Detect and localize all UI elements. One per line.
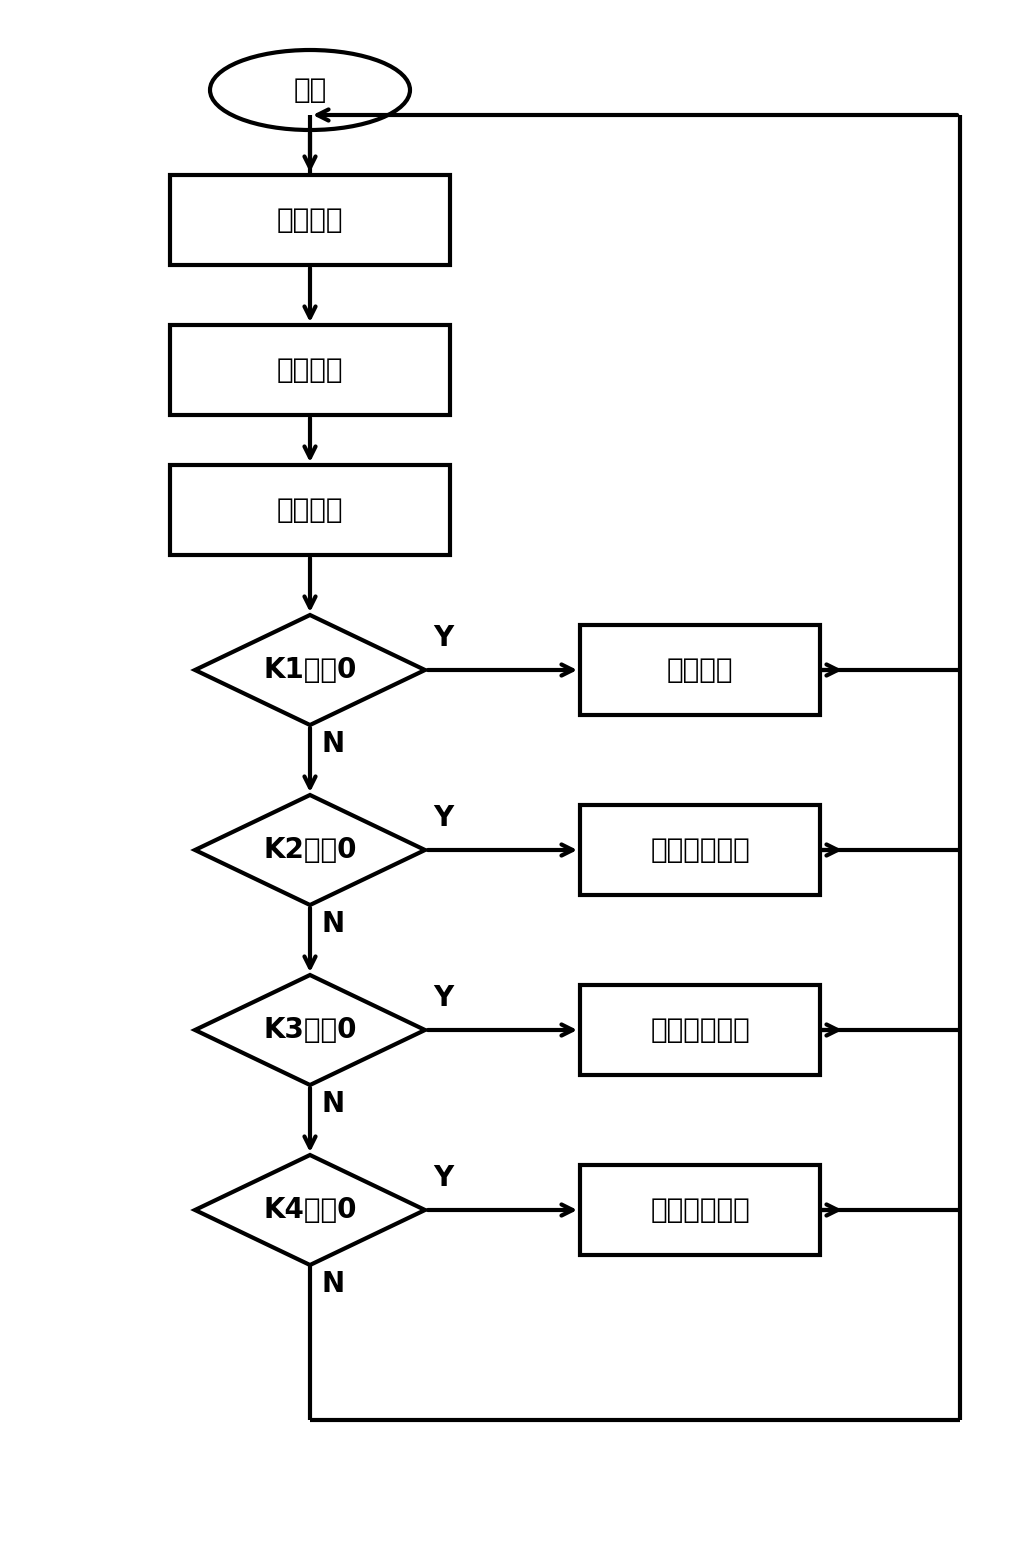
- Text: Y: Y: [433, 804, 453, 832]
- Text: Y: Y: [433, 625, 453, 653]
- Text: 开始: 开始: [293, 76, 327, 104]
- Bar: [580, 804, 820, 894]
- Text: Y: Y: [433, 1164, 453, 1192]
- Bar: [580, 625, 820, 715]
- Bar: [170, 326, 450, 415]
- Ellipse shape: [210, 50, 410, 130]
- Polygon shape: [195, 1155, 425, 1265]
- Text: 键盘扫描: 键盘扫描: [277, 206, 344, 234]
- Text: N: N: [322, 730, 345, 758]
- Bar: [170, 465, 450, 555]
- Text: 开始数据采集: 开始数据采集: [650, 1197, 750, 1225]
- Bar: [580, 1166, 820, 1256]
- Text: N: N: [322, 1090, 345, 1118]
- Text: K4値为0: K4値为0: [264, 1197, 357, 1225]
- Text: K2値为0: K2値为0: [264, 835, 357, 863]
- Text: Y: Y: [433, 984, 453, 1012]
- Text: 判断键値: 判断键値: [277, 496, 344, 524]
- Text: 去抖处理: 去抖处理: [277, 356, 344, 384]
- Polygon shape: [195, 975, 425, 1085]
- Text: K1値为0: K1値为0: [264, 656, 357, 684]
- Text: 参数设置: 参数设置: [667, 656, 733, 684]
- Text: K3値为0: K3値为0: [264, 1015, 357, 1045]
- Polygon shape: [195, 795, 425, 905]
- Polygon shape: [195, 615, 425, 725]
- Bar: [170, 175, 450, 265]
- Text: N: N: [322, 1269, 345, 1297]
- Text: N: N: [322, 910, 345, 938]
- Text: 设置湿度上限: 设置湿度上限: [650, 835, 750, 863]
- Text: 设置湿度下限: 设置湿度下限: [650, 1015, 750, 1045]
- Bar: [580, 984, 820, 1076]
